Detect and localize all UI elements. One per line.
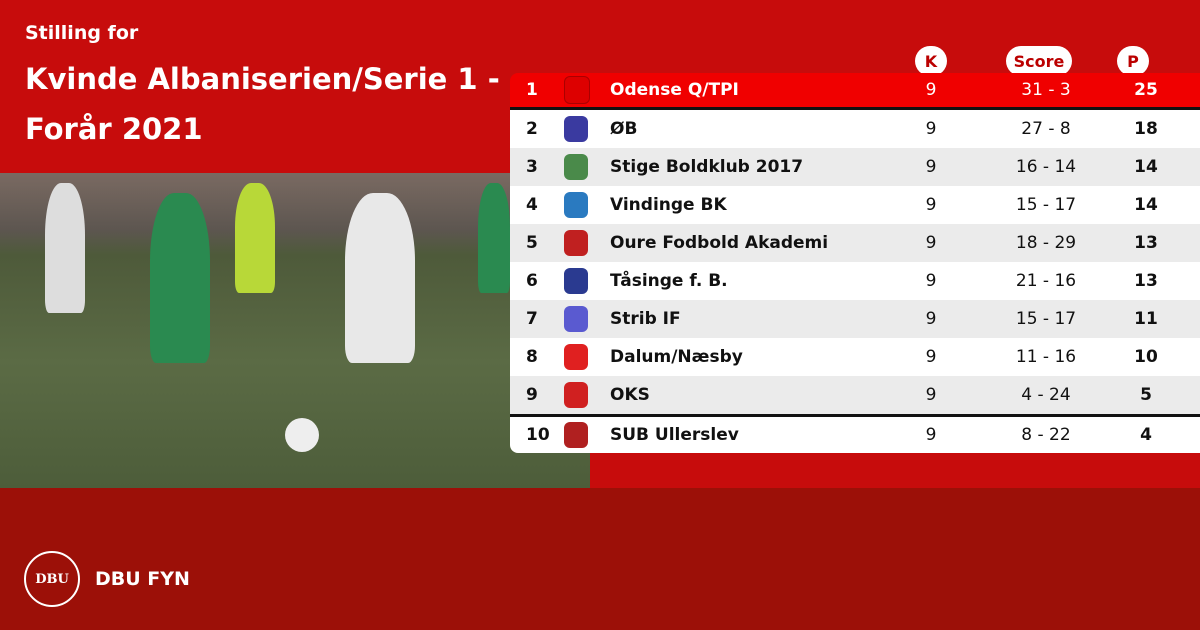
position: 6 xyxy=(526,271,538,291)
position: 8 xyxy=(526,347,538,367)
matches-played: 9 xyxy=(925,195,937,215)
matches-played: 9 xyxy=(925,80,937,100)
points: 13 xyxy=(1134,271,1158,291)
team-name: Tåsinge f. B. xyxy=(610,271,728,291)
team-name: SUB Ullerslev xyxy=(610,425,739,445)
matches-played: 9 xyxy=(925,233,937,253)
points: 25 xyxy=(1134,80,1158,100)
team-logo-icon xyxy=(558,306,610,332)
goal-score: 8 - 22 xyxy=(1021,425,1071,445)
team-name: Oure Fodbold Akademi xyxy=(610,233,829,253)
goal-score: 31 - 3 xyxy=(1021,80,1071,100)
goal-score: 4 - 24 xyxy=(1021,385,1071,405)
table-row[interactable]: 3 Stige Boldklub 2017 9 16 - 14 14 xyxy=(510,148,1200,186)
team-name: Strib IF xyxy=(610,309,681,329)
table-row[interactable]: 8 Dalum/Næsby 9 11 - 16 10 xyxy=(510,338,1200,376)
position: 9 xyxy=(526,385,538,405)
team-name: ØB xyxy=(610,119,638,139)
table-row[interactable]: 7 Strib IF 9 15 - 17 11 xyxy=(510,300,1200,338)
matches-played: 9 xyxy=(925,347,937,367)
position: 5 xyxy=(526,233,538,253)
matches-played: 9 xyxy=(925,271,937,291)
brand-name: DBU FYN xyxy=(95,568,190,590)
dbu-crest-logo: DBU xyxy=(24,551,80,607)
team-logo-icon xyxy=(558,116,610,142)
team-logo-icon xyxy=(558,344,610,370)
table-row[interactable]: 5 Oure Fodbold Akademi 9 18 - 29 13 xyxy=(510,224,1200,262)
footer-background xyxy=(0,488,1200,630)
position: 7 xyxy=(526,309,538,329)
team-logo-icon xyxy=(558,154,610,180)
team-logo-icon xyxy=(558,422,610,448)
table-row[interactable]: 2 ØB 9 27 - 8 18 xyxy=(510,110,1200,148)
team-logo-icon xyxy=(558,230,610,256)
matches-played: 9 xyxy=(925,119,937,139)
team-logo-icon xyxy=(558,192,610,218)
points: 11 xyxy=(1134,309,1158,329)
column-header-k: K xyxy=(915,46,947,76)
team-name: Dalum/Næsby xyxy=(610,347,743,367)
team-name: Vindinge BK xyxy=(610,195,727,215)
page-subtitle: Stilling for xyxy=(25,22,139,44)
team-logo-icon xyxy=(558,382,610,408)
points: 14 xyxy=(1134,195,1158,215)
team-name: OKS xyxy=(610,385,650,405)
matches-played: 9 xyxy=(925,157,937,177)
team-name: Stige Boldklub 2017 xyxy=(610,157,804,177)
column-header-p: P xyxy=(1117,46,1149,76)
position: 3 xyxy=(526,157,538,177)
goal-score: 18 - 29 xyxy=(1015,233,1077,253)
points: 4 xyxy=(1140,425,1152,445)
team-name: Odense Q/TPI xyxy=(610,80,739,100)
matches-played: 9 xyxy=(925,309,937,329)
match-photo xyxy=(0,173,590,488)
matches-played: 9 xyxy=(925,385,937,405)
points: 18 xyxy=(1134,119,1158,139)
column-header-score: Score xyxy=(1006,46,1072,76)
page-title: Kvinde Albaniserien/Serie 1 - Forår 2021 xyxy=(25,62,500,146)
position: 1 xyxy=(526,80,538,100)
goal-score: 15 - 17 xyxy=(1015,195,1077,215)
team-logo-icon xyxy=(558,268,610,294)
goal-score: 27 - 8 xyxy=(1021,119,1071,139)
table-row[interactable]: 1 Odense Q/TPI 9 31 - 3 25 xyxy=(510,73,1200,110)
table-row[interactable]: 9 OKS 9 4 - 24 5 xyxy=(510,376,1200,414)
table-row[interactable]: 10 SUB Ullerslev 9 8 - 22 4 xyxy=(510,414,1200,453)
table-row[interactable]: 4 Vindinge BK 9 15 - 17 14 xyxy=(510,186,1200,224)
position: 2 xyxy=(526,119,538,139)
matches-played: 9 xyxy=(925,425,937,445)
goal-score: 16 - 14 xyxy=(1015,157,1077,177)
goal-score: 11 - 16 xyxy=(1015,347,1077,367)
team-logo-icon xyxy=(558,76,610,104)
goal-score: 15 - 17 xyxy=(1015,309,1077,329)
position: 4 xyxy=(526,195,538,215)
points: 13 xyxy=(1134,233,1158,253)
table-row[interactable]: 6 Tåsinge f. B. 9 21 - 16 13 xyxy=(510,262,1200,300)
goal-score: 21 - 16 xyxy=(1015,271,1077,291)
position: 10 xyxy=(526,425,550,445)
points: 5 xyxy=(1140,385,1152,405)
points: 10 xyxy=(1134,347,1158,367)
standings-table: 1 Odense Q/TPI 9 31 - 3 25 2 ØB 9 27 - 8 … xyxy=(510,73,1200,453)
points: 14 xyxy=(1134,157,1158,177)
